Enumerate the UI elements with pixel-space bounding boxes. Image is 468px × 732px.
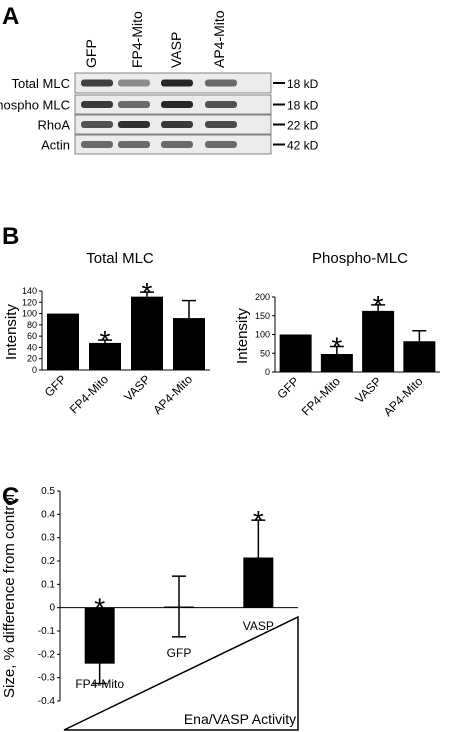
y-tick-label: 0 bbox=[265, 367, 270, 377]
bar bbox=[89, 342, 121, 370]
y-tick-label: 140 bbox=[22, 286, 37, 296]
blot-band bbox=[118, 141, 150, 148]
x-tick-label: AP4-Mito bbox=[150, 372, 195, 417]
bar bbox=[131, 296, 163, 370]
blot-band bbox=[118, 79, 150, 87]
bar bbox=[403, 341, 436, 372]
lane-label: AP4-Mito bbox=[211, 10, 227, 68]
size-marker-label: 42 kD bbox=[287, 139, 319, 153]
blot-band bbox=[81, 121, 113, 128]
lane-label: GFP bbox=[83, 39, 99, 68]
lane-label: FP4-Mito bbox=[129, 11, 145, 68]
bar bbox=[173, 318, 205, 370]
activity-triangle bbox=[63, 615, 299, 731]
y-tick-label: -0.4 bbox=[38, 696, 56, 707]
y-tick-label: 0 bbox=[32, 365, 37, 375]
blot-band bbox=[161, 79, 193, 87]
wedge-label: Ena/VASP Activity bbox=[184, 711, 296, 727]
blot-band bbox=[81, 79, 113, 87]
x-tick-label: AP4-Mito bbox=[381, 374, 426, 419]
blot-band bbox=[205, 101, 237, 108]
size-marker-label: 22 kD bbox=[287, 119, 319, 133]
blot-row-label: Phospho MLC bbox=[0, 98, 70, 113]
y-axis-label: Intensity bbox=[234, 308, 251, 364]
significance-asterisk: * bbox=[142, 277, 153, 308]
blot-row-label: Total MLC bbox=[11, 76, 70, 91]
bar bbox=[362, 310, 395, 372]
x-tick-label: FP4-Mito bbox=[75, 677, 124, 691]
size-marker-label: 18 kD bbox=[287, 99, 319, 113]
significance-asterisk: * bbox=[331, 332, 342, 363]
y-tick-label: 200 bbox=[255, 292, 270, 302]
x-tick-label: VASP bbox=[121, 372, 153, 404]
y-tick-label: 40 bbox=[27, 342, 37, 352]
y-tick-label: -0.1 bbox=[38, 626, 56, 637]
chart-title: Phospho-MLC bbox=[312, 250, 408, 267]
phospho-mlc-chart: Phospho-MLC 0 50 100 150 200 Intensity GFP * FP4-… bbox=[234, 250, 440, 419]
panel-b-letter: B bbox=[2, 223, 19, 250]
bar bbox=[320, 354, 353, 372]
lane-label: VASP bbox=[168, 32, 184, 68]
x-tick-label: VASP bbox=[243, 619, 274, 633]
y-axis-label: Intensity bbox=[3, 304, 20, 360]
x-tick-label: GFP bbox=[42, 372, 69, 399]
blot-band bbox=[161, 121, 193, 128]
x-tick-label: FP4-Mito bbox=[299, 374, 344, 419]
x-tick-label: GFP bbox=[167, 646, 192, 660]
blot-band bbox=[118, 121, 150, 128]
size-marker-label: 18 kD bbox=[287, 77, 319, 91]
ena-vasp-activity-wedge: Ena/VASP Activity bbox=[63, 615, 299, 731]
y-tick-label: 100 bbox=[22, 309, 37, 319]
x-tick-label: VASP bbox=[352, 374, 384, 406]
y-axis-label: Size, % difference from control bbox=[1, 494, 18, 698]
y-tick-label: 0.5 bbox=[41, 486, 55, 497]
y-tick-label: 0.4 bbox=[41, 509, 55, 520]
x-tick-label: GFP bbox=[274, 374, 301, 401]
bar bbox=[47, 313, 79, 370]
blot-band bbox=[205, 141, 237, 148]
y-tick-label: 0 bbox=[49, 603, 55, 614]
blot-band bbox=[81, 101, 113, 108]
significance-asterisk: * bbox=[94, 593, 105, 624]
size-difference-chart: -0.4 -0.3 -0.2 -0.1 0 0.1 0.2 0.3 0.4 0.5 Size, % … bbox=[1, 486, 298, 707]
blot-row-label: RhoA bbox=[37, 118, 70, 133]
y-tick-label: 120 bbox=[22, 297, 37, 307]
panel-c-letter: C bbox=[2, 483, 19, 510]
y-tick-label: 80 bbox=[27, 320, 37, 330]
y-tick-label: -0.3 bbox=[38, 673, 56, 684]
y-tick-label: 150 bbox=[255, 311, 270, 321]
western-blot-panel: GFP FP4-Mito VASP AP4-Mito Total MLC 18 kD Pho… bbox=[0, 10, 319, 155]
bar bbox=[279, 334, 312, 372]
y-tick-label: 20 bbox=[27, 354, 37, 364]
y-tick-label: 100 bbox=[255, 330, 270, 340]
blot-band bbox=[161, 141, 193, 148]
x-tick-label: FP4-Mito bbox=[67, 372, 112, 417]
y-tick-label: 50 bbox=[260, 348, 270, 358]
blot-band bbox=[205, 79, 237, 87]
blot-band bbox=[205, 121, 237, 128]
y-tick-label: 0.1 bbox=[41, 579, 55, 590]
y-tick-label: -0.2 bbox=[38, 649, 56, 660]
blot-band bbox=[118, 101, 150, 108]
blot-row-label: Actin bbox=[41, 138, 70, 153]
blot-band bbox=[161, 101, 193, 108]
significance-asterisk: * bbox=[373, 290, 384, 321]
y-tick-label: 0.3 bbox=[41, 533, 55, 544]
significance-asterisk: * bbox=[100, 325, 111, 356]
chart-title: Total MLC bbox=[86, 250, 154, 267]
blot-band bbox=[81, 141, 113, 148]
significance-asterisk: * bbox=[253, 505, 264, 536]
y-tick-label: 60 bbox=[27, 331, 37, 341]
y-tick-label: 0.2 bbox=[41, 556, 55, 567]
panel-a-letter: A bbox=[2, 3, 19, 30]
